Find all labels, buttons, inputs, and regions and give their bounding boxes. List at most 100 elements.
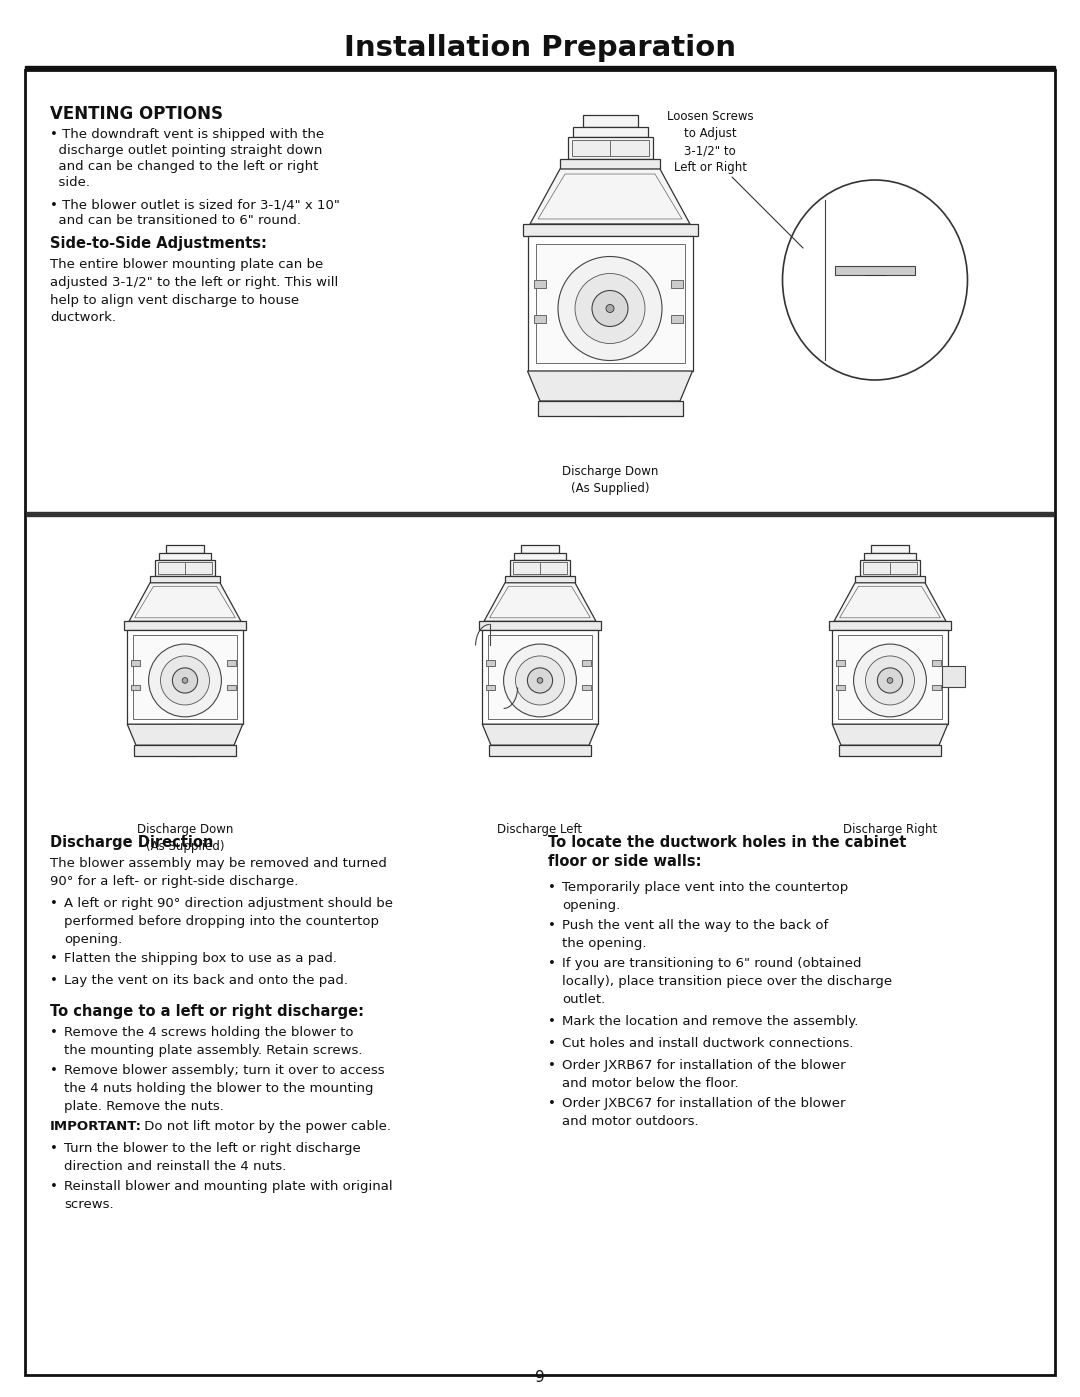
Bar — [514, 553, 566, 560]
Text: •: • — [548, 919, 556, 932]
Text: To change to a left or right discharge:: To change to a left or right discharge: — [50, 1004, 364, 1018]
Text: Turn the blower to the left or right discharge
direction and reinstall the 4 nut: Turn the blower to the left or right dis… — [64, 1141, 361, 1173]
Circle shape — [558, 257, 662, 360]
Text: Do not lift motor by the power cable.: Do not lift motor by the power cable. — [140, 1120, 391, 1133]
Bar — [833, 630, 948, 724]
Text: The entire blower mounting plate can be
adjusted 3-1/2" to the left or right. Th: The entire blower mounting plate can be … — [50, 258, 338, 324]
Polygon shape — [483, 724, 597, 745]
Text: Remove the 4 screws holding the blower to
the mounting plate assembly. Retain sc: Remove the 4 screws holding the blower t… — [64, 1025, 363, 1058]
Bar — [671, 279, 683, 288]
Text: A left or right 90° direction adjustment should be
performed before dropping int: A left or right 90° direction adjustment… — [64, 897, 393, 946]
Bar — [486, 661, 495, 666]
Bar — [861, 560, 920, 576]
Polygon shape — [834, 583, 946, 622]
Bar — [25, 66, 1055, 70]
Circle shape — [575, 274, 645, 344]
Text: and can be transitioned to 6" round.: and can be transitioned to 6" round. — [50, 214, 301, 226]
Circle shape — [515, 657, 565, 705]
Bar — [165, 545, 204, 553]
Text: •: • — [50, 951, 58, 965]
Bar — [133, 636, 238, 718]
Text: The blower assembly may be removed and turned
90° for a left- or right-side disc: The blower assembly may be removed and t… — [50, 856, 387, 888]
Polygon shape — [530, 169, 690, 224]
Circle shape — [606, 305, 615, 313]
Bar — [488, 636, 592, 718]
Bar — [534, 314, 545, 323]
Bar — [158, 563, 212, 574]
Bar — [932, 685, 941, 690]
Bar — [534, 279, 545, 288]
Text: Installation Preparation: Installation Preparation — [345, 34, 735, 61]
Text: To locate the ductwork holes in the cabinet
floor or side walls:: To locate the ductwork holes in the cabi… — [548, 835, 906, 869]
Text: Lay the vent on its back and onto the pad.: Lay the vent on its back and onto the pa… — [64, 974, 348, 988]
Bar — [510, 560, 570, 576]
Text: • The blower outlet is sized for 3-1/4" x 10": • The blower outlet is sized for 3-1/4" … — [50, 198, 340, 211]
Bar — [486, 685, 495, 690]
Bar — [521, 545, 559, 553]
Bar — [150, 576, 220, 583]
Circle shape — [161, 657, 210, 705]
Text: •: • — [548, 1016, 556, 1028]
Bar — [582, 661, 591, 666]
Bar — [828, 622, 951, 630]
Bar — [132, 685, 139, 690]
Bar — [864, 553, 916, 560]
Bar — [870, 545, 909, 553]
Text: Discharge Down
(As Supplied): Discharge Down (As Supplied) — [137, 823, 233, 854]
Text: VENTING OPTIONS: VENTING OPTIONS — [50, 105, 222, 123]
Text: •: • — [548, 1059, 556, 1071]
Circle shape — [173, 668, 198, 693]
Text: Side-to-Side Adjustments:: Side-to-Side Adjustments: — [50, 236, 267, 251]
Polygon shape — [484, 583, 596, 622]
Circle shape — [592, 291, 627, 327]
Text: Flatten the shipping box to use as a pad.: Flatten the shipping box to use as a pad… — [64, 951, 337, 965]
Bar — [835, 265, 915, 275]
Bar — [582, 115, 637, 127]
Bar — [836, 661, 845, 666]
Bar — [27, 511, 1053, 515]
Text: If you are transitioning to 6" round (obtained
locally), place transition piece : If you are transitioning to 6" round (ob… — [562, 957, 892, 1006]
Bar — [932, 661, 941, 666]
Ellipse shape — [783, 180, 968, 380]
Text: discharge outlet pointing straight down: discharge outlet pointing straight down — [50, 144, 322, 156]
Bar — [942, 666, 966, 687]
Text: IMPORTANT:: IMPORTANT: — [50, 1120, 141, 1133]
Text: Discharge Left: Discharge Left — [498, 823, 582, 835]
Polygon shape — [833, 724, 948, 745]
Bar — [132, 661, 139, 666]
Text: •: • — [548, 957, 556, 970]
Circle shape — [503, 644, 577, 717]
Circle shape — [865, 657, 915, 705]
Text: Push the vent all the way to the back of
the opening.: Push the vent all the way to the back of… — [562, 919, 828, 950]
Polygon shape — [127, 724, 243, 745]
Circle shape — [853, 644, 927, 717]
Text: Order JXBC67 for installation of the blower
and motor outdoors.: Order JXBC67 for installation of the blo… — [562, 1097, 846, 1127]
Bar — [489, 745, 591, 756]
Circle shape — [183, 678, 188, 683]
Text: •: • — [548, 1097, 556, 1111]
Text: •: • — [548, 1037, 556, 1051]
Text: 9: 9 — [535, 1370, 545, 1386]
Text: •: • — [50, 1180, 58, 1193]
Circle shape — [537, 678, 543, 683]
Bar — [505, 576, 575, 583]
Bar — [595, 372, 625, 416]
Bar — [159, 553, 212, 560]
Bar — [513, 563, 567, 574]
Text: Order JXRB67 for installation of the blower
and motor below the floor.: Order JXRB67 for installation of the blo… — [562, 1059, 846, 1090]
Bar — [561, 159, 660, 169]
Bar — [582, 685, 591, 690]
Polygon shape — [527, 372, 692, 401]
Text: and can be changed to the left or right: and can be changed to the left or right — [50, 161, 319, 173]
Circle shape — [887, 678, 893, 683]
Text: Cut holes and install ductwork connections.: Cut holes and install ductwork connectio… — [562, 1037, 853, 1051]
Bar — [127, 630, 243, 724]
Text: •: • — [50, 1141, 58, 1155]
Text: Discharge Direction: Discharge Direction — [50, 835, 214, 849]
Circle shape — [149, 644, 221, 717]
Bar — [838, 636, 942, 718]
Text: Remove blower assembly; turn it over to access
the 4 nuts holding the blower to : Remove blower assembly; turn it over to … — [64, 1065, 384, 1113]
Text: Loosen Screws
to Adjust
3-1/2" to
Left or Right: Loosen Screws to Adjust 3-1/2" to Left o… — [666, 110, 754, 175]
Bar — [538, 401, 683, 416]
Text: • The downdraft vent is shipped with the: • The downdraft vent is shipped with the — [50, 129, 324, 141]
